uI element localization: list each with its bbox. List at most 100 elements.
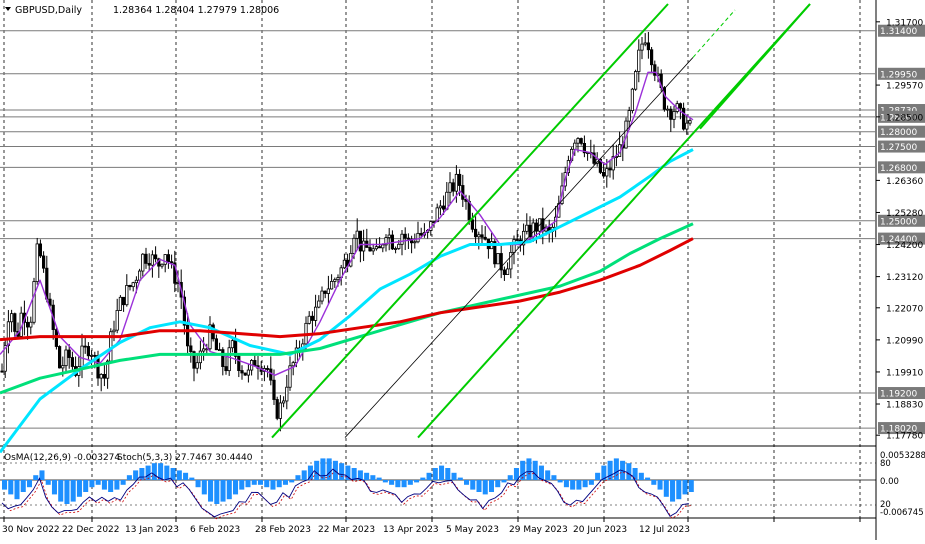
- level-label-box: [878, 110, 925, 123]
- candle: [627, 106, 631, 130]
- candle-body: [189, 345, 193, 353]
- candle: [217, 342, 222, 352]
- time-tick-label: 13 Apr 2023: [383, 525, 439, 535]
- candle-body: [195, 362, 199, 369]
- candle-body: [185, 324, 190, 347]
- candle-body: [230, 340, 234, 349]
- candle: [509, 242, 513, 279]
- candle-body: [448, 182, 452, 193]
- candle: [208, 316, 212, 351]
- candle: [131, 281, 135, 292]
- osma-bar: [39, 470, 45, 480]
- osma-bar: [214, 480, 220, 504]
- candle: [499, 245, 503, 279]
- candle: [646, 31, 651, 59]
- candle-body: [409, 238, 414, 244]
- osma-bar: [220, 480, 226, 502]
- osma-bar: [545, 470, 551, 480]
- candle-body: [355, 230, 359, 239]
- candle-body: [502, 269, 507, 275]
- candle-body: [243, 372, 247, 376]
- osma-bar: [420, 477, 426, 480]
- candle: [634, 69, 638, 91]
- candle: [358, 230, 363, 263]
- candle-body: [505, 268, 510, 275]
- candle-body: [201, 348, 206, 352]
- osma-bar: [26, 480, 33, 488]
- candle: [377, 237, 382, 249]
- moving-averages: [0, 71, 694, 454]
- osma-bar: [364, 472, 370, 480]
- candle: [281, 396, 286, 408]
- osma-bar: [526, 458, 532, 480]
- candle: [342, 253, 347, 270]
- candle-body: [637, 49, 641, 72]
- osma-bar: [482, 480, 488, 495]
- candle: [473, 216, 478, 246]
- candle-body: [393, 248, 398, 250]
- channel-line: [417, 3, 811, 439]
- candle-body: [608, 168, 612, 171]
- candle: [477, 231, 481, 250]
- candle: [38, 239, 43, 258]
- candle: [611, 144, 615, 180]
- candle: [237, 354, 241, 378]
- candle: [275, 396, 279, 421]
- osma-bar: [151, 463, 157, 480]
- candle: [393, 246, 398, 254]
- candle: [214, 334, 218, 351]
- dropdown-triangle-icon[interactable]: [5, 7, 11, 11]
- osma-bar: [451, 472, 457, 480]
- candle-body: [454, 173, 459, 192]
- osma-bar: [488, 480, 495, 492]
- candle-body: [150, 254, 154, 266]
- candle-body: [611, 156, 615, 171]
- candle: [355, 218, 359, 250]
- stoch-main-line: [1, 468, 689, 518]
- candle-body: [291, 362, 295, 367]
- candle: [160, 263, 164, 269]
- candle-body: [102, 373, 106, 379]
- indicator-header: OsMA(12,26,9) -0.003274 Stoch(5,3,3) 27.…: [4, 453, 253, 463]
- candle: [403, 227, 407, 251]
- candle-body: [237, 355, 241, 371]
- candle-body: [221, 349, 225, 367]
- candle-body: [333, 279, 337, 282]
- candle: [483, 226, 487, 241]
- price-tick-label: 1.24200: [886, 241, 923, 251]
- candle-body: [147, 262, 151, 266]
- candle-body: [90, 354, 94, 357]
- candle: [672, 106, 676, 129]
- osma-bar: [64, 480, 70, 504]
- osma-bar: [239, 480, 245, 490]
- level-label-box: [878, 387, 925, 400]
- candle-body: [214, 338, 218, 351]
- osma-bar: [226, 480, 232, 500]
- candle: [650, 47, 654, 74]
- candle-body: [118, 296, 122, 311]
- osma-bar: [682, 480, 688, 495]
- candle: [515, 230, 519, 241]
- osma-bar: [282, 480, 288, 485]
- candle: [525, 213, 529, 235]
- osma-bar: [632, 468, 638, 480]
- osma-bar: [532, 460, 538, 480]
- candle: [278, 395, 283, 432]
- candle-body: [467, 200, 471, 221]
- candle-body: [192, 351, 196, 369]
- osma-bar: [45, 480, 51, 485]
- candle-body: [326, 288, 331, 294]
- candle-body: [499, 253, 503, 271]
- dashed-extension-line: [692, 9, 736, 58]
- time-tick-label: 29 May 2023: [509, 525, 568, 535]
- candle: [221, 347, 225, 376]
- osma-bar: [551, 475, 557, 480]
- osma-bar: [164, 465, 170, 480]
- candle: [224, 356, 228, 375]
- candle-body: [441, 205, 446, 210]
- osma-bar: [588, 480, 594, 485]
- candle-body: [361, 240, 366, 252]
- candle-body: [278, 402, 283, 419]
